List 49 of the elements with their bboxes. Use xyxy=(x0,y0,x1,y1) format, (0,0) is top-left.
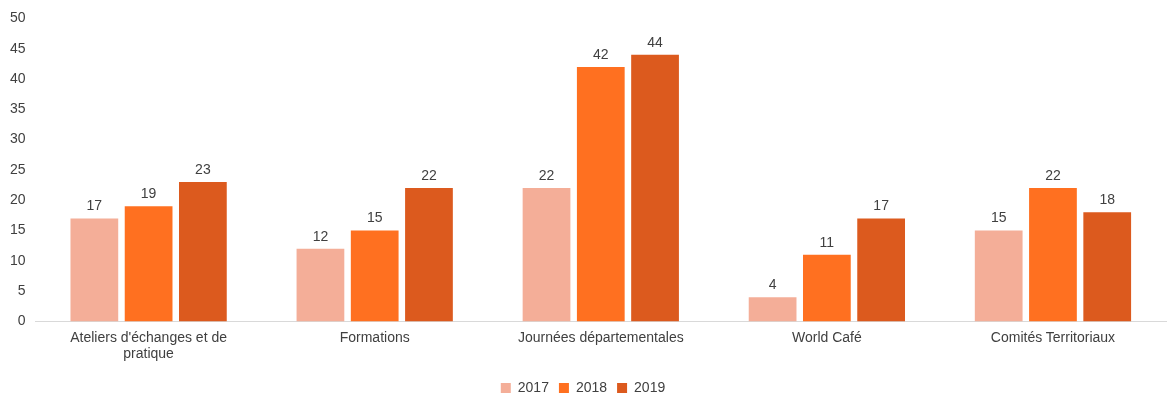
y-tick-label: 40 xyxy=(9,69,26,86)
y-tick-label: 30 xyxy=(9,130,26,147)
data-label: 22 xyxy=(1045,166,1061,183)
y-tick-label: 25 xyxy=(9,160,26,177)
bar xyxy=(1083,212,1132,322)
bar xyxy=(405,188,453,322)
y-tick-label: 15 xyxy=(9,221,26,238)
bar xyxy=(296,248,345,322)
bar xyxy=(803,254,851,322)
y-tick-label: 50 xyxy=(9,9,26,26)
data-label: 17 xyxy=(86,197,103,214)
legend-label: 2017 xyxy=(517,378,550,395)
legend-label: 2018 xyxy=(575,378,608,395)
bar xyxy=(748,297,797,322)
y-tick-label: 5 xyxy=(17,281,26,298)
data-label: 4 xyxy=(768,276,777,293)
bar xyxy=(522,188,571,322)
data-label: 11 xyxy=(819,233,835,250)
data-label: 44 xyxy=(647,33,664,50)
bar xyxy=(70,218,119,322)
legend-label: 2019 xyxy=(634,378,666,395)
x-tick-label: Journées départementales xyxy=(517,328,684,345)
data-label: 19 xyxy=(140,185,157,202)
data-label: 15 xyxy=(990,209,1007,226)
data-label: 12 xyxy=(312,227,329,244)
data-label: 22 xyxy=(538,166,555,183)
x-tick-label: Ateliers d'échanges et de pratique xyxy=(70,328,228,362)
x-tick-label: Comités Territoriaux xyxy=(990,328,1116,345)
y-tick-label: 35 xyxy=(9,100,26,117)
data-label: 18 xyxy=(1099,191,1116,208)
x-tick-label: Formations xyxy=(339,328,410,345)
y-tick-label: 45 xyxy=(9,39,26,56)
bar xyxy=(124,206,173,322)
data-label: 22 xyxy=(421,166,437,183)
data-label: 17 xyxy=(873,197,890,214)
data-label: 42 xyxy=(593,45,609,62)
y-tick-label: 0 xyxy=(17,312,26,329)
bar xyxy=(974,230,1023,322)
x-tick-label: World Café xyxy=(791,328,862,345)
data-label: 23 xyxy=(195,160,211,177)
bar xyxy=(350,230,399,322)
data-label: 15 xyxy=(366,209,383,226)
y-tick-label: 20 xyxy=(9,191,26,208)
y-tick-label: 10 xyxy=(9,251,26,268)
bar xyxy=(179,182,227,322)
bar xyxy=(631,54,679,322)
bar xyxy=(576,66,625,322)
bar xyxy=(857,218,906,322)
bar xyxy=(1029,188,1077,322)
